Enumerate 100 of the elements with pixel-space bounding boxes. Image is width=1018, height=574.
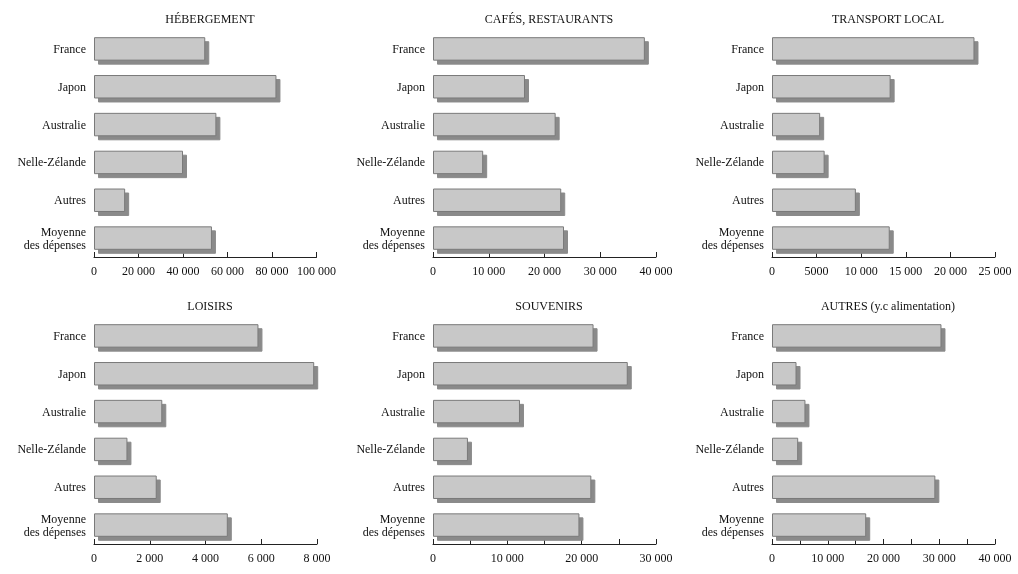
y-tick-label: Australie	[720, 404, 764, 419]
y-tick-label: France	[53, 41, 86, 56]
y-tick-label: Nelle-Zélande	[17, 155, 86, 170]
y-tick-label: France	[731, 328, 764, 343]
y-tick-label: France	[53, 328, 86, 343]
y-tick-label: Moyenne des dépenses	[362, 511, 426, 539]
y-tick-label: Autres	[54, 480, 87, 495]
x-tick-label: 20 000	[867, 551, 900, 565]
bar	[772, 37, 975, 61]
bar	[433, 324, 594, 348]
x-tick-label: 40 000	[166, 264, 200, 278]
bar	[433, 437, 468, 462]
x-tick-label: 4 000	[192, 551, 219, 565]
y-tick-label: France	[392, 328, 425, 343]
bar	[772, 188, 856, 212]
bar	[772, 324, 942, 348]
chart-title: HÉBERGEMENT	[165, 12, 256, 26]
y-tick-label: Moyenne des dépenses	[23, 224, 87, 252]
y-tick-label: Autres	[393, 480, 426, 495]
bar	[433, 75, 525, 99]
y-tick-label: Japon	[58, 366, 86, 381]
bar	[94, 513, 228, 537]
y-tick-label: Moyenne des dépenses	[701, 224, 765, 252]
x-tick-label: 20 000	[528, 264, 561, 278]
x-tick-label: 30 000	[639, 551, 673, 565]
bar	[94, 112, 217, 137]
y-tick-label: Nelle-Zélande	[356, 155, 425, 170]
bar	[772, 437, 799, 462]
chart-title: SOUVENIRS	[515, 299, 583, 313]
y-tick-label: Japon	[736, 366, 764, 381]
y-tick-label: Japon	[58, 79, 86, 94]
y-tick-label: Australie	[42, 117, 86, 132]
x-tick-label: 60 000	[211, 264, 244, 278]
x-tick-label: 8 000	[303, 551, 331, 565]
bar	[772, 112, 821, 137]
bar	[94, 399, 163, 424]
y-tick-label: Japon	[397, 366, 425, 381]
x-tick-label: 0	[769, 551, 775, 565]
bar	[94, 75, 277, 99]
bar	[94, 437, 128, 462]
bar	[94, 150, 183, 175]
y-tick-label: France	[392, 41, 425, 56]
x-tick-label: 40 000	[639, 264, 673, 278]
bar	[94, 188, 126, 212]
bar	[433, 475, 592, 499]
x-tick-label: 20 000	[565, 551, 599, 565]
chart-title: TRANSPORT LOCAL	[831, 12, 945, 26]
x-tick-label: 2 000	[136, 551, 164, 565]
chart-title: CAFÉS, RESTAURANTS	[484, 12, 614, 26]
x-tick-label: 0	[91, 551, 97, 565]
y-tick-label: Autres	[54, 193, 87, 208]
x-tick-label: 30 000	[583, 264, 617, 278]
x-tick-label: 10 000	[811, 551, 845, 565]
y-tick-label: Japon	[736, 79, 764, 94]
x-tick-label: 30 000	[922, 551, 956, 565]
y-tick-label: Australie	[381, 404, 425, 419]
bar	[772, 362, 797, 386]
x-tick-label: 10 000	[472, 264, 506, 278]
bar	[772, 399, 806, 424]
x-tick-label: 20 000	[933, 264, 967, 278]
x-tick-label: 10 000	[844, 264, 878, 278]
x-tick-label: 6 000	[247, 551, 275, 565]
y-tick-label: Moyenne des dépenses	[362, 224, 426, 252]
bar	[94, 324, 259, 348]
bar	[433, 112, 556, 137]
x-tick-label: 0	[430, 551, 436, 565]
bar	[772, 75, 891, 99]
y-tick-label: Nelle-Zélande	[695, 442, 764, 457]
y-tick-label: Australie	[42, 404, 86, 419]
y-tick-label: France	[731, 41, 764, 56]
bar	[772, 513, 867, 537]
y-tick-label: Japon	[397, 79, 425, 94]
y-tick-label: Autres	[732, 480, 765, 495]
x-tick-label: 5000	[804, 264, 829, 278]
y-tick-label: Autres	[393, 193, 426, 208]
x-tick-label: 25 000	[978, 264, 1012, 278]
y-tick-label: Nelle-Zélande	[695, 155, 764, 170]
x-tick-label: 0	[769, 264, 775, 278]
bar	[433, 513, 580, 537]
y-tick-label: Nelle-Zélande	[356, 442, 425, 457]
x-tick-label: 100 000	[297, 264, 336, 278]
y-tick-label: Nelle-Zélande	[17, 442, 86, 457]
bar	[433, 399, 520, 424]
bar	[433, 37, 645, 61]
bar	[94, 37, 206, 61]
chart-title: AUTRES (y.c alimentation)	[820, 299, 956, 313]
bar	[772, 150, 825, 175]
bar	[772, 475, 936, 499]
bar	[433, 362, 628, 386]
bar	[433, 226, 565, 250]
chart-title: LOISIRS	[187, 299, 233, 313]
x-tick-label: 0	[91, 264, 97, 278]
y-tick-label: Australie	[381, 117, 425, 132]
x-tick-label: 80 000	[255, 264, 289, 278]
bar	[94, 226, 212, 250]
bar	[772, 226, 890, 250]
bar	[433, 188, 562, 212]
y-tick-label: Autres	[732, 193, 765, 208]
bar	[94, 475, 157, 499]
x-tick-label: 40 000	[978, 551, 1012, 565]
